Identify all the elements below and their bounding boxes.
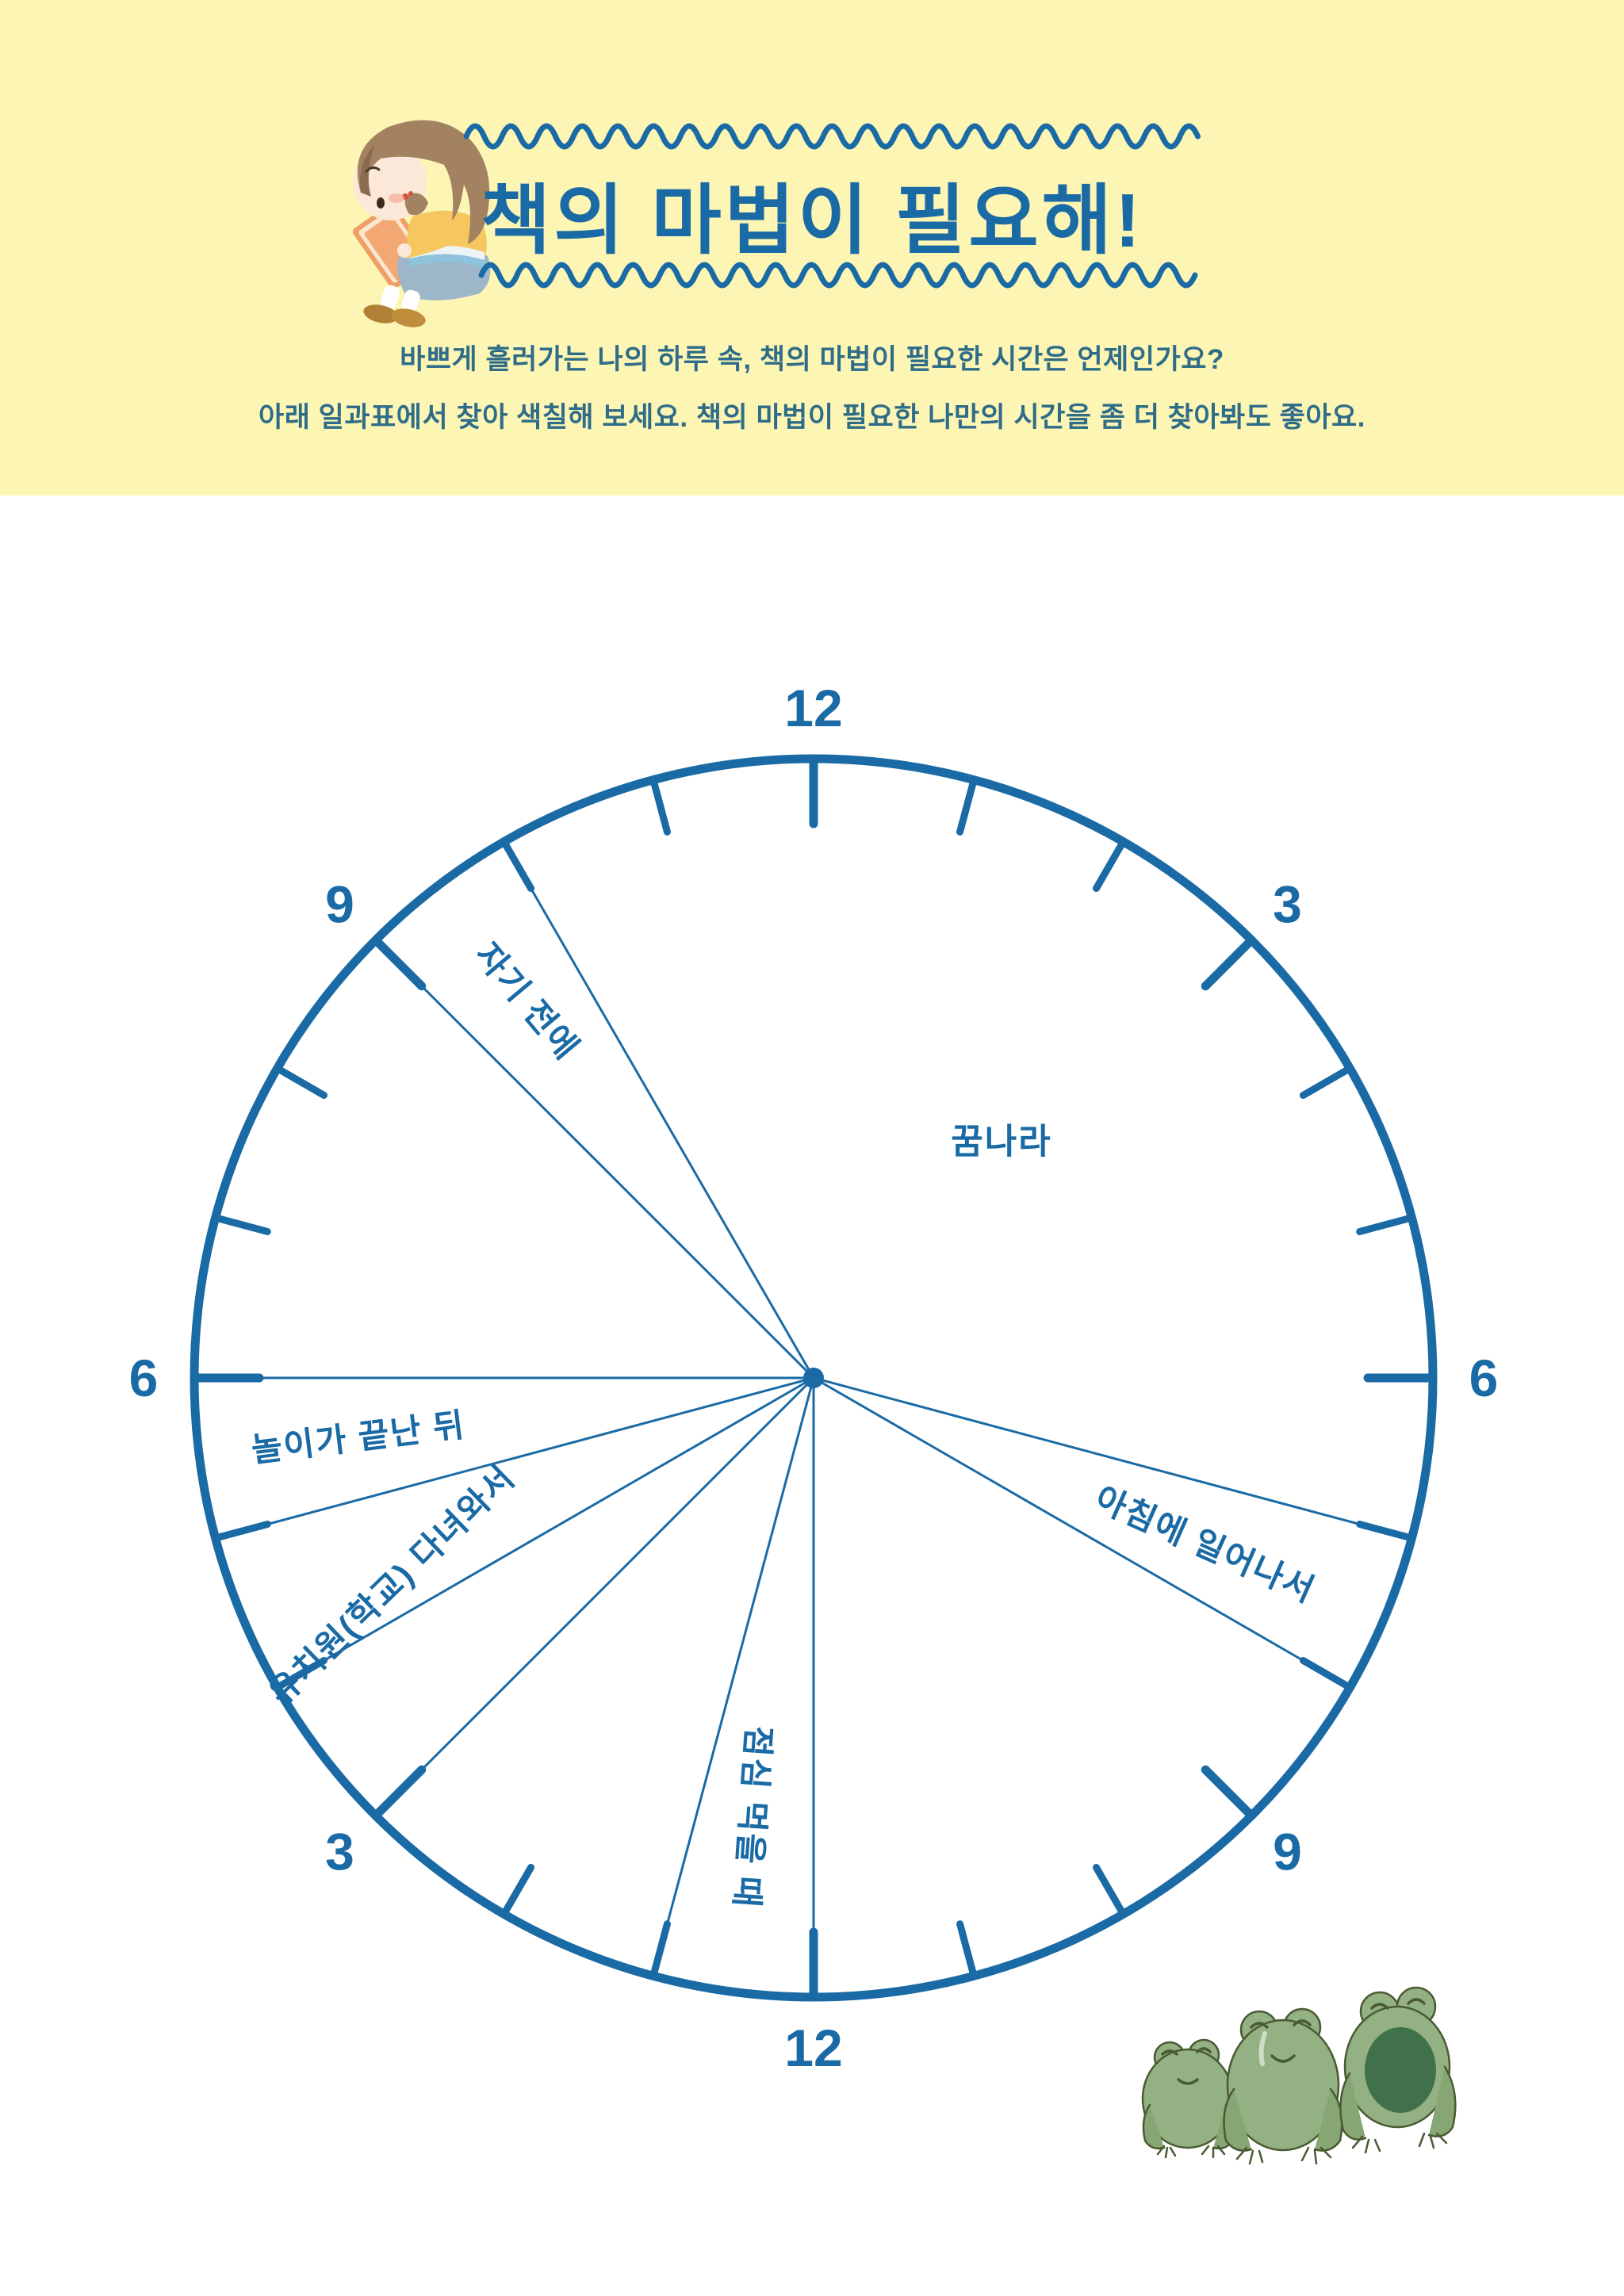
activity-divider [391,955,809,1373]
clock-number: 3 [1273,874,1302,933]
hour-tick [1093,838,1127,893]
activity-label: 유치원(학교) 다녀와서 [262,1458,523,1712]
hour-tick [1201,936,1256,991]
clock-number: 3 [325,1823,354,1881]
shoe [391,308,426,327]
hour-tick [1299,1065,1354,1099]
hour-tick [956,1920,978,1980]
activity-divider [819,1380,1331,1677]
hour-tick [1093,1863,1127,1918]
header-band [0,0,1624,496]
hour-tick [500,1863,534,1918]
mouth [377,197,385,209]
blush [389,193,404,203]
activity-divider [391,1383,809,1800]
middle-frog [1223,2007,1343,2165]
small-frog [1141,2038,1235,2159]
activity-divider [238,1379,806,1533]
activity-divider [821,1379,1389,1533]
page-title: 책의 마법이 필요해! [481,178,1143,263]
title-wave-top [463,123,1201,150]
girl-reading-illustration [352,120,491,327]
clock-number: 12 [784,2019,842,2077]
activity-label: 아침에 일어나서 [1090,1479,1320,1609]
hour-tick [212,1214,271,1235]
clock-number: 6 [1469,1349,1499,1407]
instruction-line-1: 바쁘게 흘러가는 나의 하루 속, 책의 마법이 필요한 시간은 언제인가요? [400,344,1224,375]
hair [357,120,490,244]
activity-divider [515,861,811,1372]
hour-tick [274,1065,328,1099]
back-view-frog [1339,1986,1457,2154]
title-wave-bottom [478,262,1198,289]
hour-tick [649,776,671,836]
hour-tick [1356,1214,1415,1235]
shoe [363,304,398,323]
closed-eye [365,166,381,173]
clock-number: 12 [784,679,842,737]
hour-tick [1201,1765,1256,1820]
activity-label: 점심 먹을 때 [728,1724,778,1909]
clock-number: 9 [325,874,354,933]
frogs-illustration [1141,1986,1457,2165]
activity-label: 꿈나라 [951,1123,1051,1161]
clock-number: 6 [129,1349,159,1407]
instruction-line-2: 아래 일과표에서 찾아 색칠해 보세요. 책의 마법이 필요한 나만의 시간을 … [259,402,1365,433]
clock-number: 9 [1273,1823,1302,1881]
clock-center-dot [803,1368,824,1388]
hour-tick [956,776,978,836]
activity-label: 놀이가 끝난 뒤 [250,1406,468,1469]
activity-divider [658,1385,813,1954]
activity-divider [297,1380,808,1677]
